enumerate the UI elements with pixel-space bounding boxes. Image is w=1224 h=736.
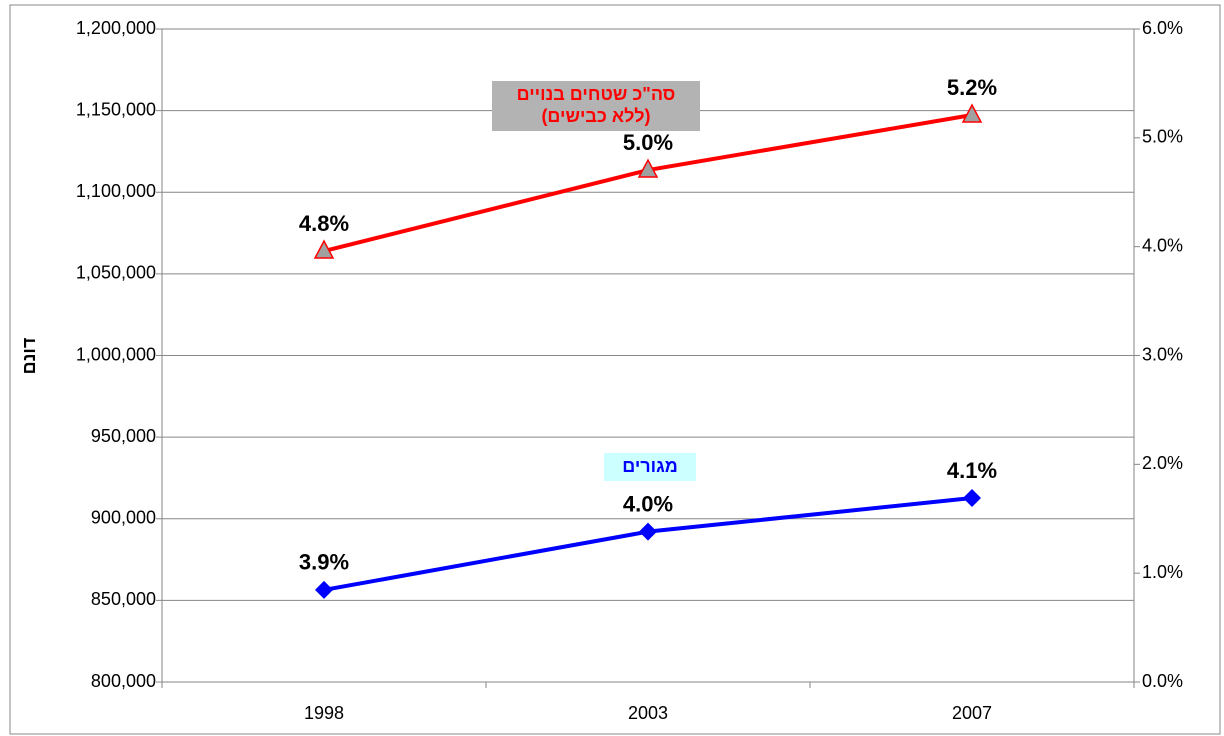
y-tick-label: 1,000,000 xyxy=(76,344,156,364)
marker xyxy=(961,103,983,123)
y2-tick-label: 3.0% xyxy=(1142,344,1183,364)
point-label: 4.1% xyxy=(947,458,997,483)
marker xyxy=(963,489,981,508)
series-label-box xyxy=(492,81,700,131)
marker xyxy=(639,522,657,541)
y-axis-title: דונם xyxy=(19,338,39,375)
series-label: (ללא כבישים) xyxy=(541,106,650,126)
y-tick-label: 800,000 xyxy=(91,671,156,691)
marker xyxy=(313,239,335,259)
y2-tick-label: 0.0% xyxy=(1142,671,1183,691)
y2-tick-label: 5.0% xyxy=(1142,127,1183,147)
y-tick-label: 900,000 xyxy=(91,508,156,528)
x-tick-label: 1998 xyxy=(304,703,344,723)
x-tick-label: 2003 xyxy=(628,703,668,723)
series-label-box xyxy=(604,453,696,481)
y-tick-label: 850,000 xyxy=(91,589,156,609)
marker xyxy=(637,158,659,178)
y-tick-label: 950,000 xyxy=(91,426,156,446)
y-tick-label: 1,150,000 xyxy=(76,99,156,119)
marker xyxy=(315,580,333,599)
y2-tick-label: 4.0% xyxy=(1142,235,1183,255)
y-tick-label: 1,100,000 xyxy=(76,181,156,201)
series-label: מגורים xyxy=(622,456,678,476)
point-label: 4.8% xyxy=(299,211,349,236)
point-label: 3.9% xyxy=(299,550,349,575)
y2-tick-label: 1.0% xyxy=(1142,562,1183,582)
point-label: 5.2% xyxy=(947,75,997,100)
y-tick-label: 1,200,000 xyxy=(76,18,156,38)
x-tick-label: 2007 xyxy=(952,703,992,723)
point-label: 5.0% xyxy=(623,130,673,155)
y-tick-label: 1,050,000 xyxy=(76,263,156,283)
series-label: סה"כ שטחים בנויים xyxy=(517,84,676,104)
point-label: 4.0% xyxy=(623,491,673,516)
y2-tick-label: 2.0% xyxy=(1142,453,1183,473)
y2-tick-label: 6.0% xyxy=(1142,18,1183,38)
